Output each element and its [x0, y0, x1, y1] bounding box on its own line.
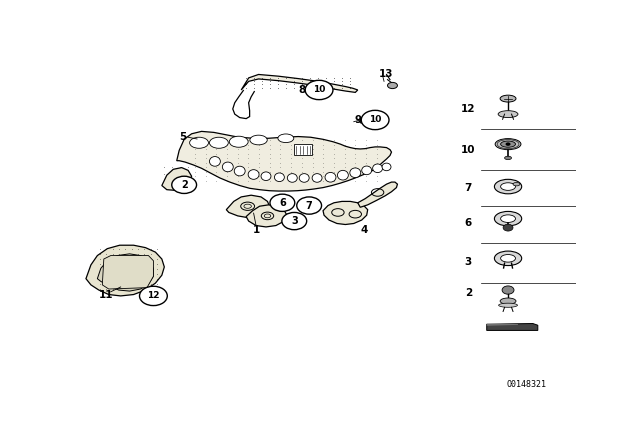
Ellipse shape — [209, 156, 220, 166]
Text: 2: 2 — [465, 288, 472, 298]
Text: 9: 9 — [354, 115, 362, 125]
Ellipse shape — [504, 156, 511, 159]
Ellipse shape — [189, 137, 209, 148]
Polygon shape — [162, 168, 191, 190]
Text: 1: 1 — [252, 225, 260, 235]
Circle shape — [503, 224, 513, 231]
Ellipse shape — [300, 174, 309, 182]
Polygon shape — [360, 119, 383, 124]
Ellipse shape — [500, 215, 515, 223]
Ellipse shape — [312, 174, 322, 182]
Text: 4: 4 — [360, 225, 367, 235]
Circle shape — [506, 142, 511, 146]
Text: 8: 8 — [299, 85, 306, 95]
Ellipse shape — [500, 254, 515, 262]
Ellipse shape — [261, 172, 271, 181]
Text: 7: 7 — [306, 201, 312, 211]
Ellipse shape — [287, 174, 297, 182]
Text: 12: 12 — [461, 104, 476, 114]
Ellipse shape — [229, 136, 248, 147]
Polygon shape — [97, 254, 154, 291]
Text: 10: 10 — [313, 86, 325, 95]
Text: 11: 11 — [99, 289, 113, 300]
Circle shape — [172, 176, 196, 194]
Text: 2: 2 — [180, 180, 188, 190]
Polygon shape — [487, 324, 518, 326]
Text: 10: 10 — [369, 116, 381, 125]
Text: 6: 6 — [279, 198, 285, 208]
Text: O0148321: O0148321 — [506, 380, 547, 389]
Ellipse shape — [275, 173, 284, 181]
Circle shape — [502, 286, 514, 294]
Ellipse shape — [499, 303, 518, 307]
Text: 12: 12 — [147, 291, 159, 301]
Text: 5: 5 — [180, 132, 187, 142]
Circle shape — [297, 197, 321, 214]
Ellipse shape — [234, 166, 245, 176]
Text: 7: 7 — [465, 183, 472, 193]
Polygon shape — [246, 205, 287, 227]
Ellipse shape — [513, 182, 520, 186]
Ellipse shape — [388, 82, 397, 89]
Text: 13: 13 — [380, 69, 394, 79]
Text: 3: 3 — [291, 216, 298, 226]
Ellipse shape — [382, 163, 391, 171]
Circle shape — [305, 80, 333, 99]
Ellipse shape — [209, 137, 228, 148]
Ellipse shape — [278, 134, 294, 142]
Ellipse shape — [325, 172, 336, 182]
Polygon shape — [227, 195, 269, 218]
Ellipse shape — [495, 138, 521, 150]
Ellipse shape — [337, 170, 348, 180]
Polygon shape — [358, 182, 397, 207]
Polygon shape — [487, 323, 538, 331]
Ellipse shape — [495, 211, 522, 226]
Polygon shape — [177, 131, 392, 191]
FancyBboxPatch shape — [294, 145, 312, 155]
Circle shape — [270, 194, 295, 211]
Ellipse shape — [500, 141, 515, 147]
Ellipse shape — [350, 168, 361, 177]
Ellipse shape — [500, 183, 515, 190]
Text: 3: 3 — [465, 258, 472, 267]
Ellipse shape — [372, 164, 383, 172]
Circle shape — [282, 212, 307, 230]
Ellipse shape — [495, 251, 522, 266]
Polygon shape — [86, 245, 164, 296]
Ellipse shape — [362, 166, 372, 175]
Polygon shape — [323, 202, 367, 224]
Circle shape — [140, 286, 167, 306]
Ellipse shape — [248, 170, 259, 179]
Ellipse shape — [500, 298, 516, 304]
Circle shape — [361, 110, 389, 129]
Text: 10: 10 — [461, 145, 476, 155]
Polygon shape — [102, 255, 154, 289]
Ellipse shape — [498, 111, 518, 117]
Ellipse shape — [222, 162, 233, 172]
Ellipse shape — [250, 135, 268, 145]
Text: 6: 6 — [465, 218, 472, 228]
Polygon shape — [241, 74, 358, 92]
Ellipse shape — [495, 179, 522, 194]
Ellipse shape — [500, 95, 516, 102]
